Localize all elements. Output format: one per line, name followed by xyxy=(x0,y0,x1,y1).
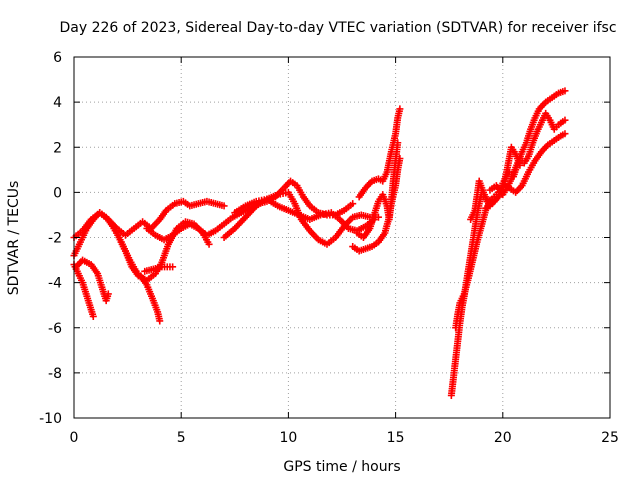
series-track-16 xyxy=(486,109,569,199)
y-tick-label: 2 xyxy=(53,140,62,156)
chart-title: Day 226 of 2023, Sidereal Day-to-day VTE… xyxy=(59,20,616,36)
y-axis-title: SDTVAR / TECUs xyxy=(6,181,22,296)
data-point-marker xyxy=(156,317,164,325)
x-axis-title: GPS time / hours xyxy=(283,459,400,475)
y-tick-label: -6 xyxy=(48,321,62,337)
series-track-12 xyxy=(353,139,402,241)
data-point-marker xyxy=(349,200,357,208)
y-tick-label: -2 xyxy=(48,231,62,247)
data-point-marker xyxy=(516,161,524,169)
series-track-14 xyxy=(452,193,498,332)
series-track-11 xyxy=(355,105,404,201)
data-series xyxy=(70,87,569,399)
data-point-marker xyxy=(561,116,569,124)
axis-ticks: 0 5 10 15 20 25 -10 -8 -6 -4 -2 0 2 4 6 xyxy=(39,50,619,446)
x-tick-label: 25 xyxy=(601,430,619,446)
y-tick-label: -8 xyxy=(48,366,62,382)
y-tick-label: 4 xyxy=(53,95,62,111)
x-tick-label: 20 xyxy=(494,430,512,446)
data-point-marker xyxy=(561,130,569,138)
y-tick-label: -4 xyxy=(48,276,62,292)
data-point-marker xyxy=(104,290,112,298)
series-track-17 xyxy=(499,130,569,196)
series-track-18 xyxy=(482,143,524,212)
data-point-marker xyxy=(396,105,404,113)
y-tick-label: 6 xyxy=(53,50,62,66)
data-point-marker xyxy=(561,87,569,95)
data-point-marker xyxy=(89,312,97,320)
grid xyxy=(74,57,610,418)
x-tick-label: 0 xyxy=(70,430,79,446)
y-tick-label: 0 xyxy=(53,185,62,201)
data-point-marker xyxy=(169,263,177,271)
series-track-5 xyxy=(113,229,164,325)
x-tick-label: 10 xyxy=(279,430,297,446)
y-tick-label: -10 xyxy=(39,411,62,427)
x-tick-label: 15 xyxy=(387,430,405,446)
data-point-marker xyxy=(394,139,402,147)
series-track-4 xyxy=(72,256,112,305)
data-point-marker xyxy=(220,202,228,210)
x-tick-label: 5 xyxy=(177,430,186,446)
series-track-6 xyxy=(141,263,177,275)
series-track-9 xyxy=(231,195,378,235)
series-track-2 xyxy=(70,209,213,284)
series-track-13 xyxy=(447,191,498,399)
data-point-marker xyxy=(205,240,213,248)
